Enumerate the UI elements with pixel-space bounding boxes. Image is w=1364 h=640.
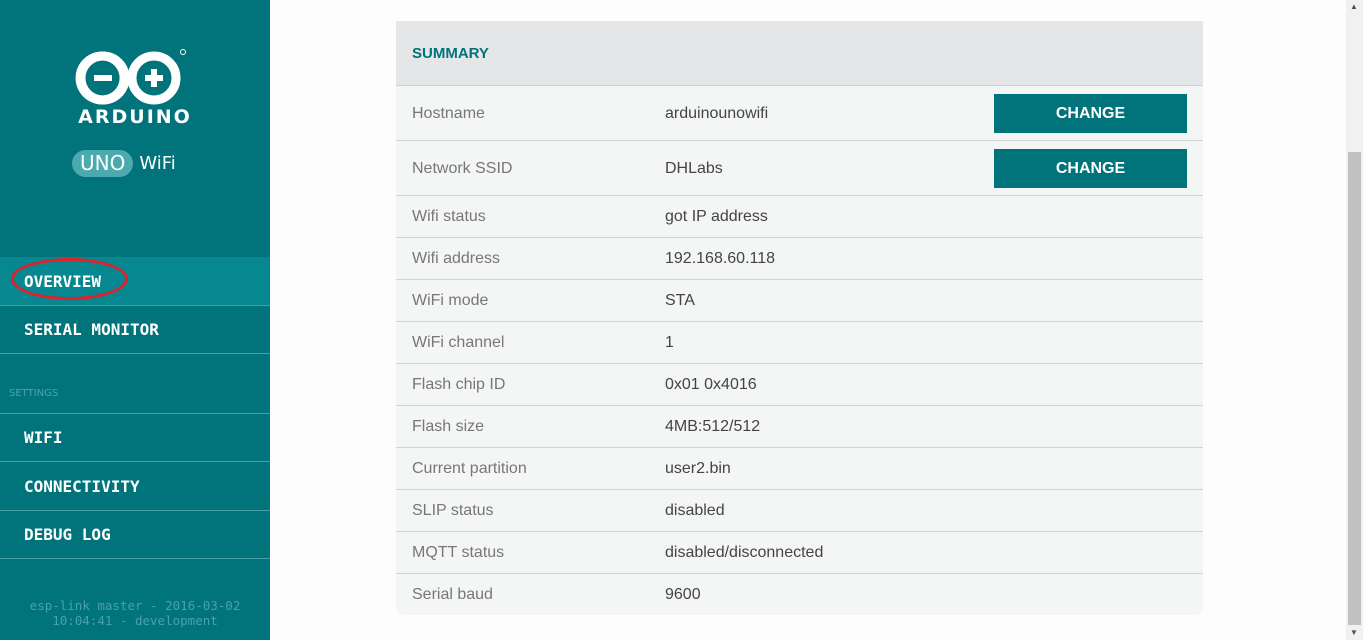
- board-suffix: WiFi: [139, 153, 176, 174]
- summary-row: MQTT status disabled/disconnected: [396, 532, 1203, 574]
- row-value: arduinounowifi: [665, 104, 769, 122]
- nav-label: CONNECTIVITY: [24, 476, 140, 496]
- row-label: Network SSID: [412, 159, 513, 177]
- row-label: Wifi address: [412, 250, 501, 267]
- nav-connectivity[interactable]: CONNECTIVITY: [0, 462, 270, 511]
- sidebar: ARDUINO UNO WiFi OVERVIEW SERIAL MONITOR…: [0, 0, 270, 640]
- row-label: WiFi mode: [412, 292, 489, 309]
- row-value: 1: [665, 334, 674, 351]
- row-value: 9600: [665, 586, 701, 603]
- scroll-down-icon[interactable]: ▼: [1350, 628, 1358, 637]
- row-label: Wifi status: [412, 208, 486, 225]
- scroll-up-icon[interactable]: ▲: [1350, 2, 1358, 11]
- nav-label: WIFI: [24, 428, 63, 447]
- nav-serial-monitor[interactable]: SERIAL MONITOR: [0, 306, 270, 354]
- summary-row: Wifi status got IP address: [396, 196, 1203, 238]
- nav-label: SERIAL MONITOR: [24, 320, 159, 339]
- summary-row: Serial baud 9600: [396, 574, 1203, 615]
- row-label: Flash chip ID: [412, 376, 506, 393]
- summary-row: WiFi mode STA: [396, 280, 1203, 322]
- row-value: disabled/disconnected: [665, 544, 824, 561]
- row-value: user2.bin: [665, 460, 731, 477]
- summary-row: Hostname arduinounowifi CHANGE: [396, 86, 1203, 141]
- row-label: MQTT status: [412, 544, 505, 561]
- summary-row: Current partition user2.bin: [396, 448, 1203, 490]
- row-label: Flash size: [412, 418, 485, 435]
- summary-row: SLIP status disabled: [396, 490, 1203, 532]
- arduino-logo: [75, 49, 186, 105]
- board-name: UNO: [72, 150, 134, 177]
- brand-name: ARDUINO: [78, 106, 192, 128]
- summary-row: Network SSID DHLabs CHANGE: [396, 141, 1203, 196]
- summary-row: Wifi address 192.168.60.118: [396, 238, 1203, 280]
- version-footer: esp-link master - 2016-03-02 10:04:41 - …: [0, 598, 270, 628]
- row-value: 192.168.60.118: [665, 250, 776, 267]
- scrollbar-thumb[interactable]: [1348, 152, 1361, 625]
- row-label: Serial baud: [412, 586, 493, 603]
- row-value: 4MB:512/512: [665, 418, 761, 435]
- summary-row: Flash size 4MB:512/512: [396, 406, 1203, 448]
- nav-wifi[interactable]: WIFI: [0, 414, 270, 462]
- footer-line: 10:04:41 - development: [52, 613, 218, 628]
- nav-label: DEBUG LOG: [24, 525, 111, 544]
- change-ssid-button[interactable]: CHANGE: [994, 149, 1187, 188]
- row-value: 0x01 0x4016: [665, 376, 757, 393]
- nav-debug-log[interactable]: DEBUG LOG: [0, 511, 270, 559]
- footer-line: esp-link master - 2016-03-02: [29, 598, 241, 613]
- row-value: DHLabs: [665, 159, 723, 177]
- board-badge: UNO WiFi: [72, 150, 176, 177]
- row-label: WiFi channel: [412, 334, 505, 351]
- settings-section-label: SETTINGS: [9, 388, 59, 399]
- divider: [0, 413, 270, 414]
- row-value: STA: [665, 292, 695, 309]
- row-value: got IP address: [665, 208, 768, 225]
- row-label: Current partition: [412, 460, 527, 477]
- change-hostname-button[interactable]: CHANGE: [994, 94, 1187, 133]
- scrollbar[interactable]: ▲ ▼: [1346, 0, 1363, 640]
- summary-row: WiFi channel 1: [396, 322, 1203, 364]
- row-label: SLIP status: [412, 502, 494, 519]
- summary-card: SUMMARY Hostname arduinounowifi CHANGE Netw…: [396, 21, 1203, 615]
- summary-title: SUMMARY: [396, 21, 1203, 86]
- highlight-annotation: [11, 258, 128, 300]
- row-label: Hostname: [412, 104, 485, 122]
- summary-row: Flash chip ID 0x01 0x4016: [396, 364, 1203, 406]
- row-value: disabled: [665, 502, 725, 519]
